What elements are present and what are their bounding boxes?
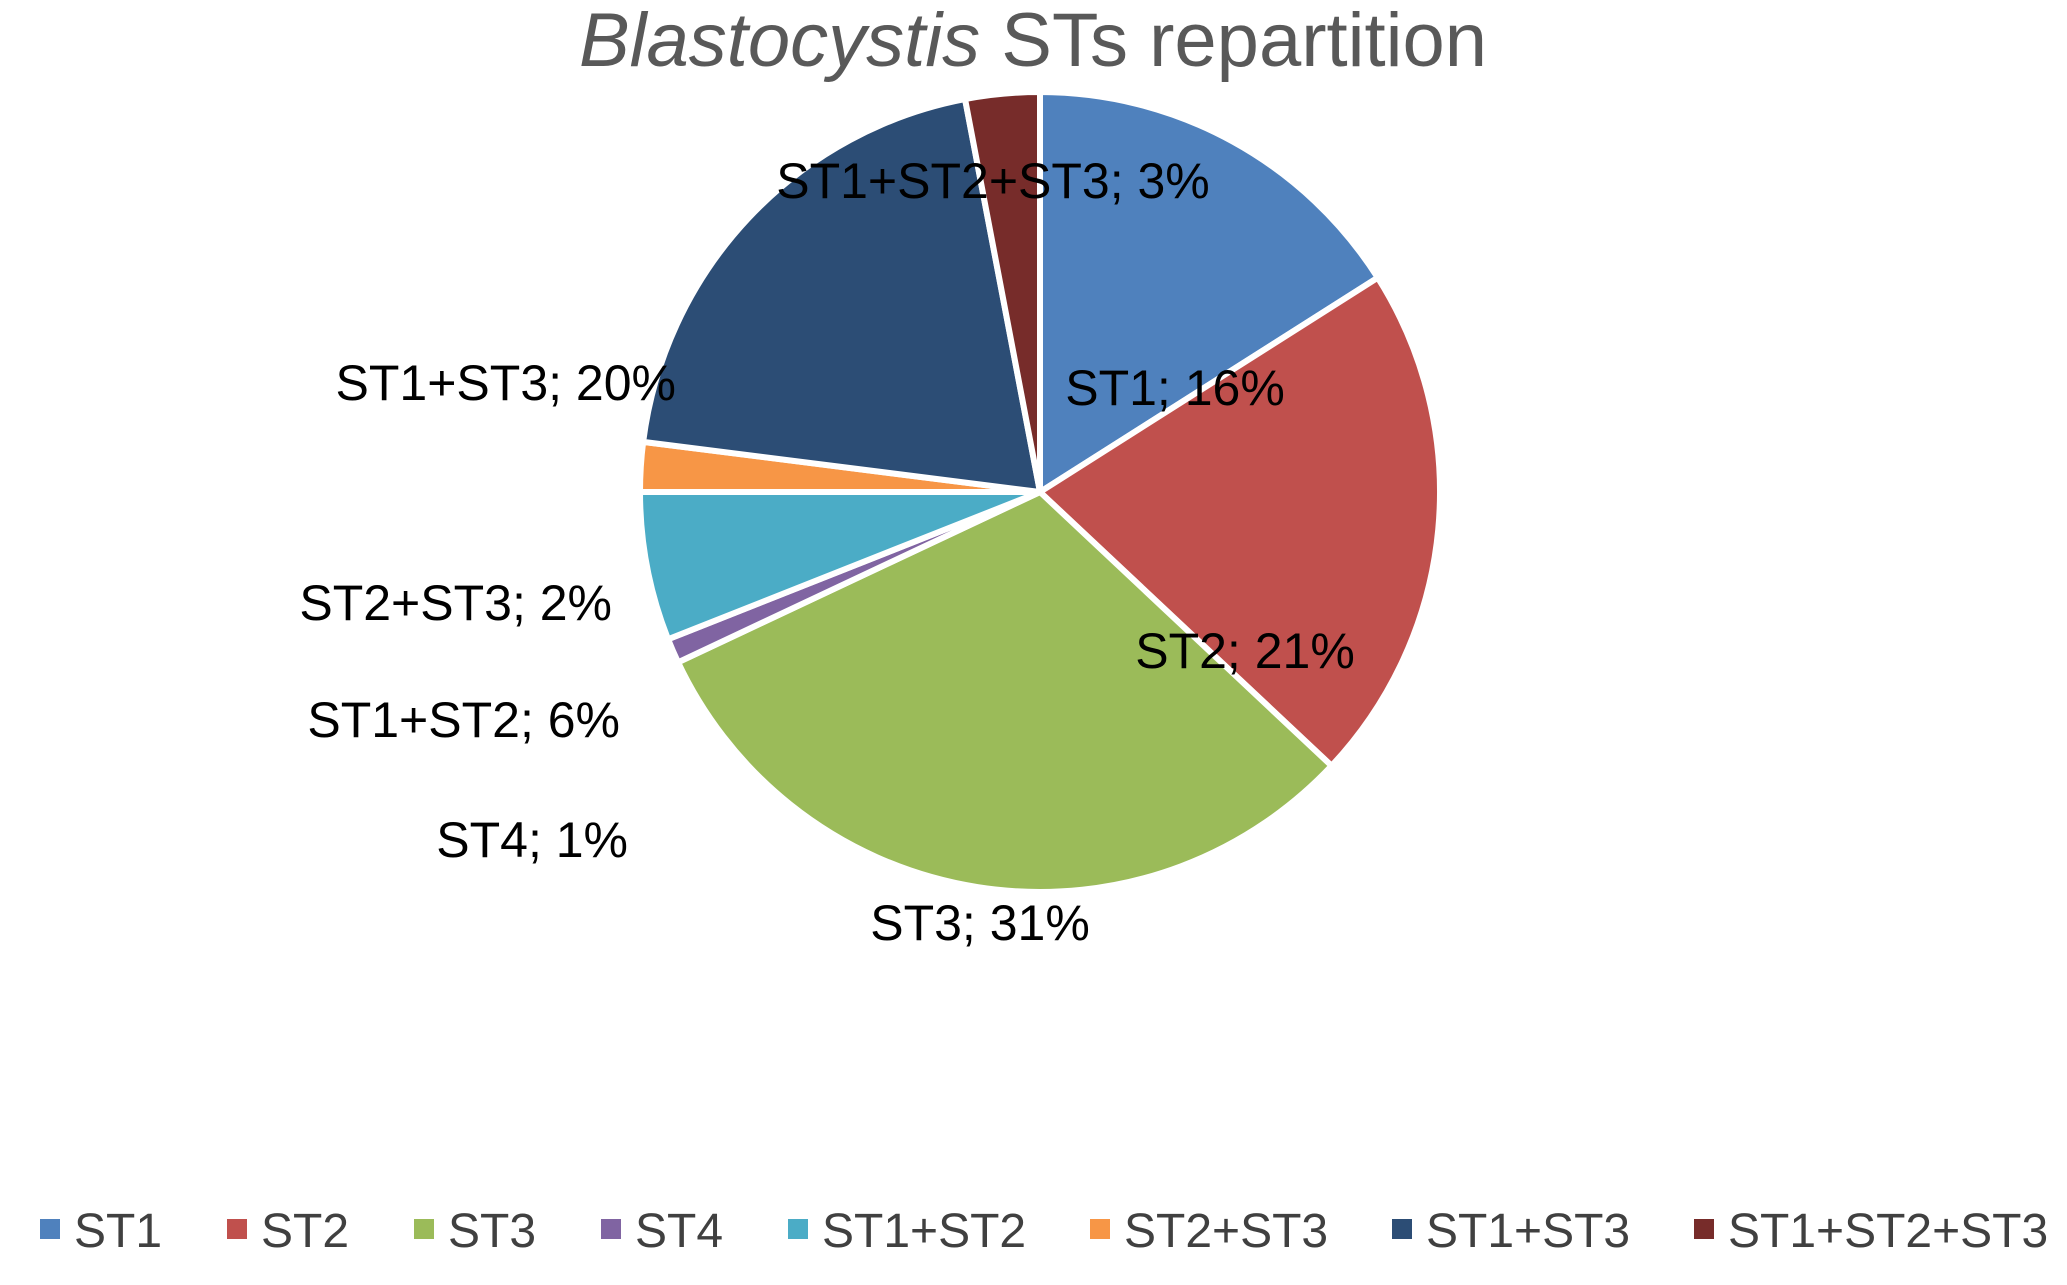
legend-label-st3: ST3 xyxy=(448,1205,536,1258)
legend-swatch-st1-st2 xyxy=(788,1219,808,1239)
legend-item-st1-st3: ST1+ST3 xyxy=(1392,1205,1630,1258)
slice-label-st2: ST2; 21% xyxy=(1135,623,1355,679)
slice-label-st4: ST4; 1% xyxy=(436,812,628,868)
slice-label-st1: ST1; 16% xyxy=(1065,360,1285,416)
legend-swatch-st2 xyxy=(227,1219,247,1239)
slice-label-st1-st2-st3: ST1+ST2+ST3; 3% xyxy=(776,153,1210,209)
slice-label-st1-st2: ST1+ST2; 6% xyxy=(307,692,620,748)
chart-title-italic: Blastocystis xyxy=(579,0,980,83)
chart-title-rest: STs repartition xyxy=(980,0,1487,83)
legend-label-st2: ST2 xyxy=(261,1205,349,1258)
legend-item-st1: ST1 xyxy=(40,1205,162,1258)
legend-swatch-st2-st3 xyxy=(1090,1219,1110,1239)
legend-swatch-st1-st2-st3 xyxy=(1694,1219,1714,1239)
legend-swatch-st1-st3 xyxy=(1392,1219,1412,1239)
pie-slice-st3 xyxy=(675,489,1335,895)
chart-title: Blastocystis STs repartition xyxy=(579,0,1487,83)
legend-swatch-st3 xyxy=(414,1219,434,1239)
pie-slice-st1-st2-st3 xyxy=(962,89,1043,495)
legend-label-st2-st3: ST2+ST3 xyxy=(1124,1205,1328,1258)
legend-item-st4: ST4 xyxy=(601,1205,723,1258)
legend-label-st1-st3: ST1+ST3 xyxy=(1426,1205,1630,1258)
legend-item-st3: ST3 xyxy=(414,1205,536,1258)
slice-label-st2-st3: ST2+ST3; 2% xyxy=(299,575,612,631)
slice-labels: ST1; 16% ST2; 21% ST3; 31% ST4; 1% ST1+ST2; … xyxy=(299,153,1354,951)
pie-slice-st1-st3 xyxy=(640,96,1043,495)
legend-item-st2-st3: ST2+ST3 xyxy=(1090,1205,1328,1258)
legend-label-st1-st2: ST1+ST2 xyxy=(822,1205,1026,1258)
legend-label-st4: ST4 xyxy=(635,1205,723,1258)
legend-item-st2: ST2 xyxy=(227,1205,349,1258)
pie-slice-st1 xyxy=(1037,89,1381,495)
legend-swatch-st1 xyxy=(40,1219,60,1239)
legend: ST1 ST2 ST3 ST4 ST1+ST2 ST2+ST3 ST1+ST3 ST1+ST2… xyxy=(40,1205,2048,1258)
legend-label-st1: ST1 xyxy=(74,1205,162,1258)
pie-slice-st2 xyxy=(1037,274,1443,769)
pie-slice-st1-st2 xyxy=(637,489,1043,643)
legend-item-st1-st2-st3: ST1+ST2+ST3 xyxy=(1694,1205,2048,1258)
slice-label-st1-st3: ST1+ST3; 20% xyxy=(336,355,676,411)
pie-slices xyxy=(637,89,1443,895)
slice-label-st3: ST3; 31% xyxy=(870,895,1090,951)
legend-swatch-st4 xyxy=(601,1219,621,1239)
legend-label-st1-st2-st3: ST1+ST2+ST3 xyxy=(1728,1205,2048,1258)
legend-item-st1-st2: ST1+ST2 xyxy=(788,1205,1026,1258)
